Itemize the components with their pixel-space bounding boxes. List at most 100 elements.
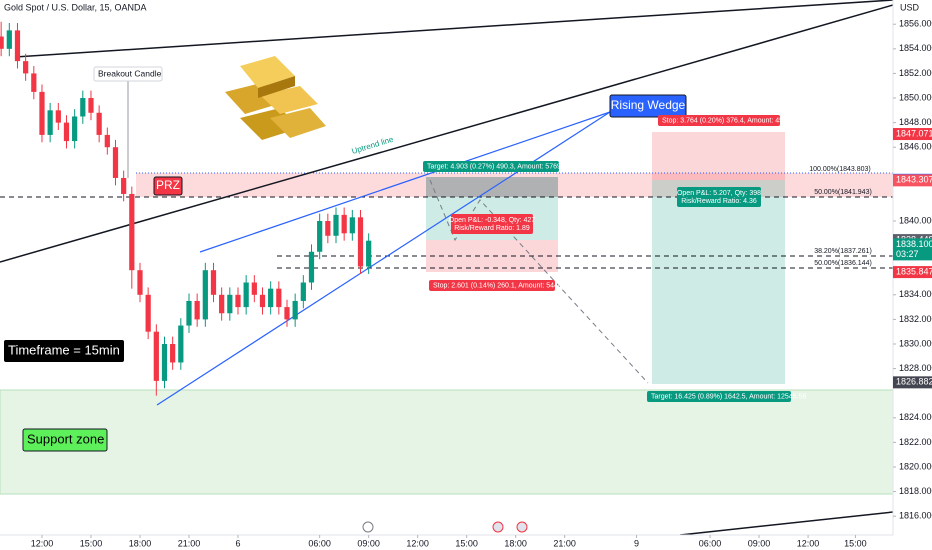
candle-body — [178, 325, 184, 363]
candle-body — [243, 282, 249, 308]
event-flag[interactable] — [516, 521, 528, 533]
price-tag — [893, 174, 932, 187]
candles — [0, 21, 372, 396]
x-tick-label: 15:00 — [455, 538, 478, 548]
candle-body — [325, 221, 331, 236]
candle-body — [268, 288, 274, 308]
prz-label: PRZ — [156, 178, 180, 192]
candle-body — [292, 300, 298, 320]
rising-wedge-label-box — [609, 94, 687, 118]
prz-label-box — [153, 176, 183, 196]
candle-body — [145, 294, 151, 332]
candle-body — [194, 300, 200, 320]
x-tick-label: 12:00 — [31, 538, 54, 548]
x-tick-label: 09:00 — [748, 538, 771, 548]
candle-body — [47, 110, 53, 135]
price-tag — [893, 128, 932, 141]
x-tick-label: 21:00 — [553, 538, 576, 548]
candle-body — [202, 270, 208, 320]
candle-body — [31, 73, 37, 92]
candle-body — [14, 30, 21, 62]
wedge-line — [156, 111, 611, 406]
prz-zone — [136, 173, 893, 197]
y-tick-label: 1828.000 — [899, 363, 932, 373]
rising-wedge-label: Rising Wedge — [611, 98, 686, 112]
y-tick-label: 1824.000 — [899, 412, 932, 422]
y-tick-label: 1822.000 — [899, 437, 932, 447]
breakout-label-box — [93, 66, 163, 82]
y-tick-label: 1830.000 — [899, 338, 932, 348]
fib-label: 50.00%(1841.943) — [814, 189, 872, 196]
candle-body — [170, 343, 176, 363]
price-tag-label: 1838.100 — [896, 239, 932, 249]
candle-body — [104, 134, 110, 148]
price-tag — [893, 266, 932, 279]
long-stop-area — [652, 132, 785, 180]
x-tick-label: 15:00 — [80, 538, 103, 548]
event-icon[interactable] — [362, 521, 374, 533]
candle-body — [357, 217, 364, 267]
y-tick-label: 1852.000 — [899, 68, 932, 78]
x-tick-label: 06:00 — [699, 538, 722, 548]
trend-line — [0, 4, 894, 263]
chart-title: Gold Spot / U.S. Dollar, 15, OANDA — [4, 2, 147, 12]
fib-label: 38.20%(1837.261) — [814, 248, 872, 255]
fib-label: 100.00%(1843.803) — [809, 166, 871, 173]
y-tick-label: 1818.000 — [899, 486, 932, 496]
long-target-area — [652, 180, 785, 384]
long-pnl-box — [677, 187, 761, 207]
support-zone — [0, 389, 894, 495]
candle-body — [308, 251, 315, 283]
x-tick-label: 06:00 — [308, 538, 331, 548]
short-pnl-box — [451, 214, 533, 234]
x-tick-label: 6 — [235, 538, 240, 548]
short-pnl: Open P&L: -0.348, Qty: 427 — [449, 217, 535, 224]
time-axis — [0, 535, 893, 550]
candle-body — [300, 282, 306, 301]
short-open-area — [426, 177, 558, 197]
candle-body — [186, 300, 192, 326]
candle-body — [121, 177, 127, 194]
candle-body — [6, 30, 12, 49]
x-tick-label: 18:00 — [129, 538, 152, 548]
price-tag-label: 1835.847 — [896, 266, 932, 276]
x-tick-label: 21:00 — [178, 538, 201, 548]
candle-body — [349, 217, 355, 234]
y-tick-label: 1820.000 — [899, 461, 932, 471]
candle-body — [259, 294, 266, 308]
projection-path — [429, 179, 649, 384]
price-tag-label: 1843.307 — [896, 175, 932, 185]
candle-body — [235, 294, 241, 308]
long-rr: Risk/Reward Ratio: 4.36 — [681, 198, 757, 205]
long-target-label-box — [647, 391, 791, 402]
breakout-label: Breakout Candle — [98, 68, 162, 78]
y-tick-label: 1854.000 — [899, 43, 932, 53]
candle-body — [161, 343, 168, 381]
event-flag[interactable] — [492, 521, 504, 533]
short-target-label: Target: 4.903 (0.27%) 490.3, Amount: 576… — [427, 163, 575, 170]
candle-body — [96, 112, 102, 135]
support-zone-label: Support zone — [27, 431, 104, 446]
candle-body — [55, 110, 61, 123]
fib-label: 50.00%(1836.144) — [814, 260, 872, 267]
gold-bars-image — [225, 56, 326, 140]
candle-body — [227, 294, 233, 314]
x-tick-label: 12:00 — [406, 538, 429, 548]
short-rr: Risk/Reward Ratio: 1.89 — [454, 225, 530, 232]
candle-body — [276, 288, 282, 308]
candle-body — [80, 98, 86, 117]
price-tag-label: 1847.071 — [896, 128, 932, 138]
candle-body — [317, 221, 323, 252]
y-tick-label: 1840.000 — [899, 215, 932, 225]
long-stop-label-box — [658, 115, 780, 126]
x-tick-label: 18:00 — [504, 538, 527, 548]
candle-body — [284, 307, 290, 320]
candle-body — [129, 193, 135, 271]
y-tick-label: 1850.000 — [899, 92, 932, 102]
candle-body — [210, 270, 217, 295]
long-stop-label: Stop: 3.764 (0.20%) 376.4, Amount: 4500 — [662, 117, 791, 124]
support-zone-label-box — [22, 428, 108, 452]
short-stop-label-box — [429, 280, 555, 291]
